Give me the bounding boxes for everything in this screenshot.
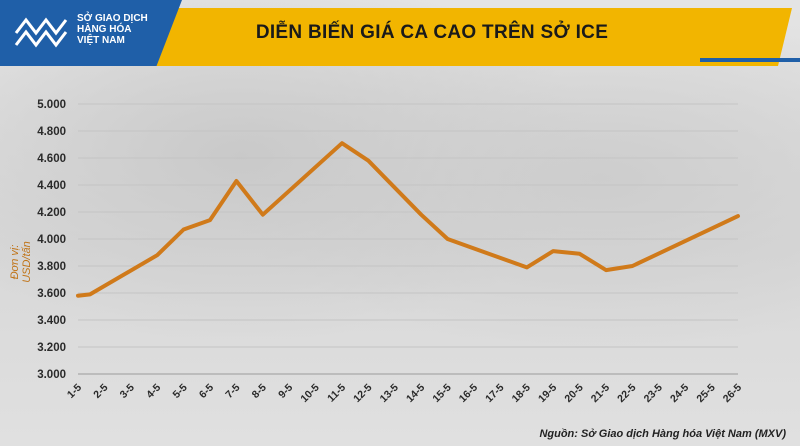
series-lines (76, 141, 740, 298)
source-note: Nguồn: Sở Giao dịch Hàng hóa Việt Nam (M… (539, 428, 786, 440)
y-tick-label: 4.000 (37, 234, 66, 246)
x-tick-label: 14-5 (404, 382, 427, 405)
y-tick-label: 4.600 (37, 153, 66, 165)
x-tick-label: 22-5 (615, 382, 638, 405)
y-tick-label: 3.200 (37, 342, 66, 354)
x-tick-label: 21-5 (589, 382, 612, 405)
x-tick-label: 6-5 (197, 382, 216, 401)
x-tick-label: 4-5 (144, 382, 163, 401)
x-tick-label: 1-5 (65, 382, 84, 401)
x-tick-label: 13-5 (378, 382, 401, 405)
x-tick-label: 18-5 (510, 382, 533, 405)
y-tick-label: 4.400 (37, 180, 66, 192)
x-tick-label: 15-5 (430, 382, 453, 405)
x-tick-label: 26-5 (721, 382, 744, 405)
title-banner (146, 8, 792, 66)
x-tick-label: 7-5 (223, 382, 242, 401)
grid (78, 103, 738, 375)
y-tick-label: 3.600 (37, 288, 66, 300)
x-tick-label: 19-5 (536, 382, 559, 405)
logo-panel (0, 0, 182, 66)
y-ticks: 5.000 4.800 4.600 4.400 4.200 4.000 3.800 3.600… (37, 99, 66, 381)
y-tick-label: 3.400 (37, 315, 66, 327)
y-tick-label: 4.800 (37, 126, 66, 138)
logo-line-2: HÀNG HÓA (77, 24, 132, 35)
x-tick-label: 11-5 (325, 382, 348, 405)
header: SỞ GIAO DỊCH HÀNG HÓA VIỆT NAM DIỄN BIẾN… (0, 0, 800, 75)
exchange-logo-icon (14, 17, 68, 48)
y-tick-label: 3.000 (37, 369, 66, 381)
x-ticks: 1-5 2-5 3-5 4-5 5-5 6-5 7-5 8-5 9-5 10-5 11-5 12-5 1… (65, 382, 744, 405)
y-tick-label: 3.800 (37, 261, 66, 273)
x-tick-label: 24-5 (668, 382, 691, 405)
x-tick-label: 12-5 (351, 382, 374, 405)
x-tick-label: 23-5 (642, 382, 665, 405)
x-tick-label: 8-5 (250, 382, 269, 401)
x-tick-label: 2-5 (91, 382, 110, 401)
logo-line-1: SỞ GIAO DỊCH (77, 13, 148, 24)
logo-text: SỞ GIAO DỊCH HÀNG HÓA VIỆT NAM (77, 13, 148, 46)
chart-title: DIỄN BIẾN GIÁ CA CAO TRÊN SỞ ICE (255, 22, 609, 43)
y-tick-label: 4.200 (37, 207, 66, 219)
x-tick-label: 3-5 (118, 382, 137, 401)
x-tick-label: 20-5 (562, 382, 585, 405)
banner-accent-line (700, 58, 800, 62)
x-tick-label: 10-5 (298, 382, 321, 405)
x-tick-label: 9-5 (276, 382, 295, 401)
y-tick-label: 5.000 (37, 99, 66, 111)
x-tick-label: 5-5 (170, 382, 189, 401)
x-tick-label: 17-5 (483, 382, 506, 405)
price-series-line (76, 141, 740, 298)
x-tick-label: 25-5 (694, 382, 717, 405)
header-banner (146, 8, 800, 66)
logo-line-3: VIỆT NAM (77, 35, 125, 46)
x-tick-label: 16-5 (457, 382, 480, 405)
